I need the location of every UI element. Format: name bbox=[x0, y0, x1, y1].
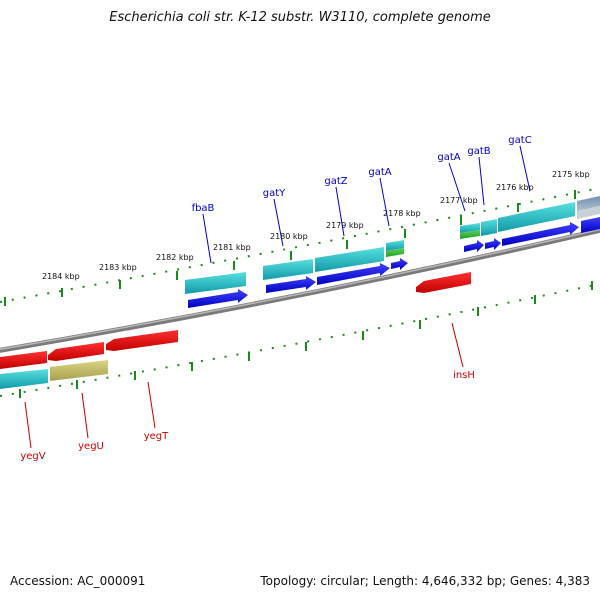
kbp-label: 2177 kbp bbox=[440, 196, 478, 205]
gene-arrow-yegU bbox=[48, 342, 104, 361]
cds-bar bbox=[386, 248, 404, 257]
cds-bar bbox=[481, 219, 497, 236]
forward-gene-arrows bbox=[188, 217, 600, 308]
reverse-gene-arrows bbox=[0, 272, 471, 369]
gene-arrow-fbaB bbox=[188, 289, 248, 308]
gene-label-yegT: yegT bbox=[144, 431, 169, 442]
gene-arrow-gatZ bbox=[317, 263, 390, 285]
cds-bar bbox=[315, 247, 384, 272]
accession-text: Accession: AC_000091 bbox=[10, 574, 146, 588]
gene-arrow-insH bbox=[416, 272, 471, 293]
gene-arrow-gatA bbox=[391, 258, 408, 270]
topology-text: Topology: circular; Length: 4,646,332 bp… bbox=[260, 574, 590, 588]
reverse-cds-bars bbox=[0, 360, 108, 389]
kbp-scale-labels: 2184 kbp 2183 kbp 2182 kbp 2181 kbp 2180… bbox=[42, 170, 590, 281]
gene-label-yegU: yegU bbox=[78, 441, 104, 452]
gene-arrow-yegT bbox=[106, 330, 178, 351]
gene-label-gatZ: gatZ bbox=[324, 176, 347, 187]
gene-arrow-gatA2 bbox=[464, 240, 484, 252]
kbp-label: 2176 kbp bbox=[496, 183, 534, 192]
cds-bar bbox=[577, 206, 600, 219]
gene-label-fbaB: fbaB bbox=[192, 203, 215, 214]
kbp-label: 2180 kbp bbox=[270, 232, 308, 241]
gene-label-insH: insH bbox=[453, 370, 475, 381]
gene-label-gatC: gatC bbox=[508, 135, 531, 146]
reverse-leader-lines bbox=[24, 322, 464, 449]
gene-label-gatA-2: gatA bbox=[437, 152, 460, 163]
cds-bar bbox=[0, 369, 48, 389]
kbp-label: 2178 kbp bbox=[383, 209, 421, 218]
gene-arrow-gatC bbox=[502, 222, 579, 246]
kbp-label: 2175 kbp bbox=[552, 170, 590, 179]
kbp-label: 2184 kbp bbox=[42, 272, 80, 281]
cds-bar bbox=[185, 272, 246, 294]
reverse-major-ticks bbox=[19, 281, 593, 398]
forward-tick-track bbox=[0, 187, 600, 303]
forward-leader-lines bbox=[202, 145, 531, 264]
gene-label-yegV: yegV bbox=[20, 451, 45, 462]
cds-bar bbox=[460, 223, 480, 233]
gene-arrow-next bbox=[581, 217, 600, 233]
cds-bar bbox=[50, 360, 108, 381]
gene-arrow-gatY bbox=[266, 276, 316, 293]
cds-bar bbox=[263, 259, 313, 280]
gene-arrow-gatB bbox=[485, 238, 501, 250]
kbp-label: 2183 kbp bbox=[99, 263, 137, 272]
forward-major-ticks bbox=[4, 190, 576, 306]
gene-label-gatY: gatY bbox=[263, 188, 286, 199]
gene-arrow-yegV bbox=[0, 351, 47, 369]
reverse-tick-track bbox=[0, 283, 600, 397]
cds-bar bbox=[460, 230, 480, 239]
gene-label-gatB: gatB bbox=[467, 146, 490, 157]
cds-bar bbox=[498, 202, 575, 232]
cds-bar bbox=[386, 240, 404, 251]
gene-label-gatA: gatA bbox=[368, 167, 391, 178]
forward-gene-labels: fbaB gatY gatZ gatA gatA gatB gatC bbox=[192, 135, 532, 214]
reverse-gene-labels: yegV yegU yegT insH bbox=[20, 370, 475, 462]
kbp-label: 2179 kbp bbox=[326, 221, 364, 230]
genome-backbone bbox=[0, 227, 600, 353]
kbp-label: 2182 kbp bbox=[156, 253, 194, 262]
map-title: Escherichia coli str. K-12 substr. W3110… bbox=[109, 10, 491, 25]
forward-cds-bars bbox=[185, 196, 600, 294]
kbp-label: 2181 kbp bbox=[213, 243, 251, 252]
